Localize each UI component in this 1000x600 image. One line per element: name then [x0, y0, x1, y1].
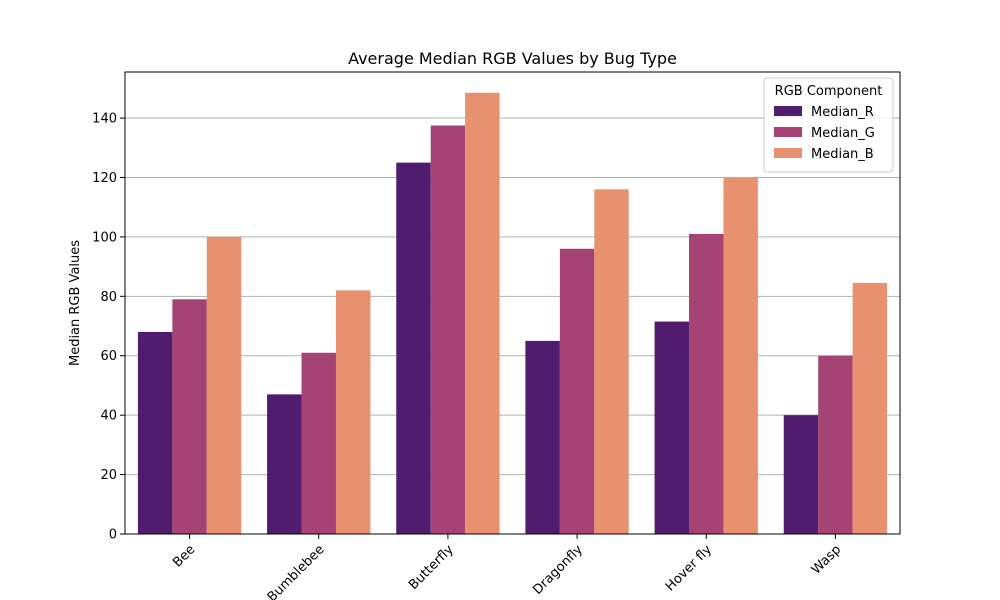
x-tick-label: Hover fly — [663, 542, 715, 594]
y-tick-label: 80 — [100, 290, 117, 305]
bar-median-b — [594, 189, 629, 534]
bar-median-g — [689, 233, 724, 534]
legend-entry-label: Median_B — [811, 147, 874, 162]
bar-median-g — [301, 352, 336, 534]
y-tick-label: 100 — [92, 230, 117, 245]
bar-median-b — [335, 290, 371, 534]
legend: RGB Component Median_R Median_G Median_B — [763, 77, 894, 173]
x-tick-label: Butterfly — [406, 542, 457, 593]
x-tick-label: Wasp — [809, 542, 844, 577]
bar-median-g — [559, 248, 595, 534]
bar-median-b — [723, 177, 758, 535]
bar-median-g — [430, 125, 466, 535]
y-tick-label: 0 — [109, 528, 117, 543]
bar-median-r — [783, 415, 819, 534]
bar-median-g — [172, 299, 207, 534]
legend-title: RGB Component — [775, 84, 883, 99]
y-tick-label: 20 — [100, 468, 117, 483]
bar-median-b — [206, 236, 242, 534]
bar-median-r — [525, 340, 560, 534]
plot-frame — [124, 71, 901, 535]
y-tick-label: 140 — [92, 112, 117, 127]
x-tick-label: Bee — [170, 542, 198, 570]
y-tick-label: 120 — [92, 171, 117, 186]
bar-median-b — [852, 282, 888, 534]
gridlines — [125, 117, 900, 535]
y-axis-label: Median RGB Values — [68, 240, 83, 366]
bar-median-r — [396, 162, 431, 534]
bars — [137, 92, 888, 535]
x-tick-label: Dragonfly — [530, 542, 586, 598]
bar-median-r — [654, 321, 690, 534]
bar-median-r — [137, 331, 173, 534]
bar-median-g — [818, 355, 853, 534]
bar-median-r — [267, 394, 302, 534]
chart-title: Average Median RGB Values by Bug Type — [348, 49, 677, 68]
x-tick-label: Bumblebee — [265, 542, 328, 600]
legend-entry-label: Median_G — [811, 126, 875, 141]
legend-swatch — [774, 127, 802, 137]
legend-swatch — [774, 148, 802, 158]
y-tick-label: 40 — [100, 409, 117, 424]
legend-entry-label: Median_R — [811, 105, 874, 120]
legend-swatch — [774, 106, 802, 116]
bar-median-b — [465, 92, 500, 534]
y-tick-label: 60 — [100, 349, 117, 364]
